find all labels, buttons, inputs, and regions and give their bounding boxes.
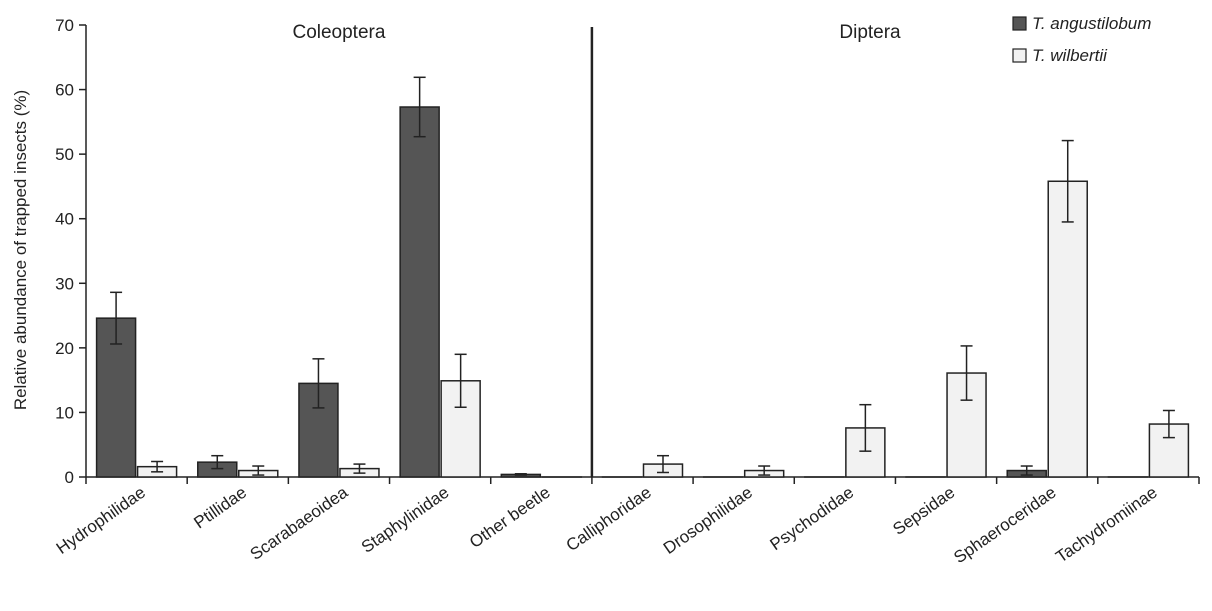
y-tick-label: 40 — [55, 210, 74, 229]
bars — [95, 106, 1190, 478]
x-tick-label-ptillidae: Ptillidae — [190, 483, 250, 533]
y-tick-label: 70 — [55, 16, 74, 35]
x-tick-label-sphaeroceridae: Sphaeroceridae — [950, 483, 1059, 567]
y-tick-label: 60 — [55, 81, 74, 100]
x-tick-label-tachydromiinae: Tachydromiinae — [1052, 483, 1160, 567]
x-tick-label-psychodidae: Psychodidae — [767, 483, 858, 554]
y-axis-label: Relative abundance of trapped insects (%… — [11, 90, 30, 410]
group-label-diptera: Diptera — [839, 22, 901, 43]
y-axis: 0 10 20 30 40 50 60 70 — [55, 16, 87, 487]
x-tick-label-hydrophilidae: Hydrophilidae — [53, 483, 149, 558]
legend-label-t-angustilobum: T. angustilobum — [1032, 14, 1151, 33]
x-tick-label-drosophilidae: Drosophilidae — [660, 483, 756, 558]
legend: T. angustilobum T. wilbertii — [1012, 14, 1151, 65]
y-tick-label: 0 — [65, 468, 74, 487]
error-bars — [110, 76, 1175, 476]
x-tick-label-calliphoridae: Calliphoridae — [563, 483, 655, 555]
group-label-coleoptera: Coleoptera — [292, 22, 385, 43]
legend-swatch-t-wilbertii — [1012, 48, 1027, 63]
legend-swatch-t-angustilobum — [1012, 16, 1027, 31]
x-tick-label-other-beetle: Other beetle — [466, 483, 554, 552]
x-tick-label-scarabaeoidea: Scarabaeoidea — [247, 482, 352, 563]
bar-t-wilbertii-sphaeroceridae — [1047, 180, 1088, 478]
bar-t-angustilobum-staphylinidae — [399, 106, 440, 478]
y-tick-label: 20 — [55, 339, 74, 358]
x-tick-label-sepsidae: Sepsidae — [889, 483, 958, 539]
legend-label-t-wilbertii: T. wilbertii — [1032, 46, 1108, 65]
y-tick-label: 30 — [55, 274, 74, 293]
x-tick-label-staphylinidae: Staphylinidae — [358, 483, 453, 557]
y-tick-label: 50 — [55, 145, 74, 164]
y-tick-label: 10 — [55, 403, 74, 422]
